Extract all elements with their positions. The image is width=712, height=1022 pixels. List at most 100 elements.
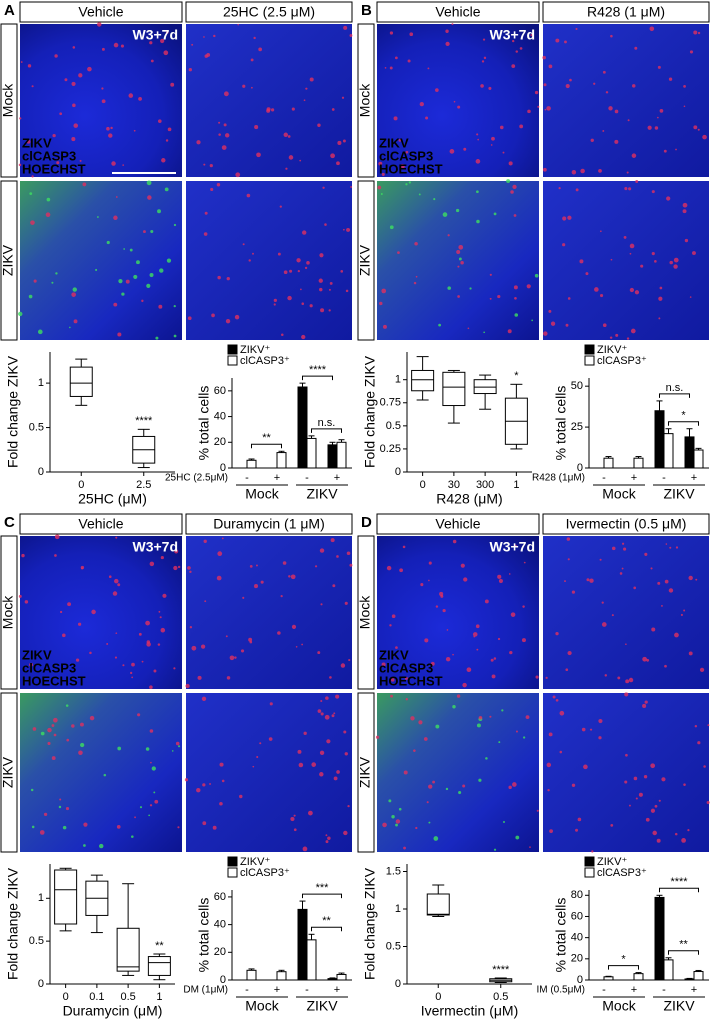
- stain-label: HOECHST: [379, 161, 443, 176]
- cell-signal: [628, 187, 632, 191]
- cell-signal: [575, 27, 578, 31]
- cell-signal: [673, 264, 678, 269]
- stain-label: clCASP3: [379, 660, 433, 675]
- bar: [693, 971, 704, 981]
- cell-signal: [602, 130, 605, 132]
- cell-signal: [344, 752, 348, 756]
- cell-signal: [154, 799, 159, 804]
- cell-signal: [567, 215, 572, 220]
- cell-signal: [283, 270, 288, 275]
- cell-signal: [113, 302, 118, 307]
- cell-signal: [221, 537, 224, 540]
- cell-signal: [160, 627, 166, 633]
- cell-signal: [279, 205, 282, 208]
- cell-signal: [347, 805, 350, 808]
- cell-signal: [611, 614, 614, 617]
- cell-signal: [585, 272, 589, 276]
- cell-signal: [153, 669, 157, 673]
- cell-signal: [575, 828, 579, 832]
- cell-signal: [510, 190, 514, 194]
- cell-signal: [329, 676, 332, 679]
- cell-signal: [320, 699, 323, 702]
- significance-bracket: [251, 443, 282, 449]
- cell-signal: [651, 627, 656, 632]
- cell-signal: [428, 784, 433, 789]
- cell-signal: [410, 716, 415, 721]
- cell-signal: [200, 644, 206, 649]
- cell-signal: [571, 170, 577, 175]
- cell-signal: [566, 537, 571, 541]
- micrograph: [186, 536, 352, 689]
- cell-signal: [384, 66, 387, 69]
- cell-signal: [689, 296, 692, 298]
- cell-signal: [204, 54, 209, 58]
- cell-signal: [689, 50, 694, 54]
- y-tick-label: 0.75: [380, 397, 401, 409]
- cell-signal: [599, 558, 602, 561]
- cell-signal: [654, 260, 657, 263]
- significance: **: [679, 939, 688, 951]
- cell-signal: [139, 806, 143, 809]
- x-tick-label: -: [602, 984, 606, 996]
- cell-signal: [428, 561, 432, 565]
- cell-signal: [403, 770, 408, 775]
- cell-signal: [78, 622, 82, 626]
- cell-signal: [242, 84, 246, 88]
- cell-signal: [666, 196, 671, 201]
- cell-signal: [707, 724, 710, 727]
- significance-bracket: [311, 926, 342, 932]
- cell-signal: [101, 87, 104, 90]
- x-tick-label: 0.1: [89, 991, 104, 1003]
- cell-signal: [598, 718, 603, 724]
- cell-signal: [543, 167, 547, 172]
- cell-signal: [304, 266, 308, 270]
- cell-signal: [19, 117, 22, 120]
- cell-signal: [445, 41, 450, 47]
- cell-signal: [580, 168, 585, 174]
- cell-signal: [191, 43, 194, 46]
- cell-signal: [407, 59, 411, 63]
- cell-signal: [703, 765, 706, 768]
- significance: n.s.: [318, 417, 336, 429]
- cell-signal: [273, 303, 276, 306]
- cell-signal: [59, 798, 62, 801]
- cell-signal: [430, 661, 435, 666]
- cell-signal: [242, 596, 245, 599]
- cell-signal: [599, 230, 602, 233]
- cell-signal: [117, 332, 122, 337]
- cell-signal: [420, 583, 424, 587]
- cell-signal: [683, 783, 686, 786]
- cell-signal: [197, 675, 202, 680]
- significance-bracket: [311, 428, 342, 433]
- cell-signal: [657, 581, 661, 585]
- cell-signal: [706, 801, 710, 805]
- cell-signal: [242, 243, 245, 246]
- cell-signal: [604, 674, 608, 677]
- cell-signal: [159, 268, 164, 273]
- row-label: Mock: [357, 595, 373, 629]
- cell-signal: [133, 129, 136, 132]
- cell-signal: [240, 649, 245, 653]
- cell-signal: [446, 629, 449, 631]
- significance-bracket: [668, 950, 699, 955]
- y-tick-label: 50: [571, 380, 583, 392]
- x-tick-label: 1: [156, 991, 162, 1003]
- column-header-box: [542, 1, 710, 23]
- cell-signal: [270, 108, 275, 112]
- cell-signal: [301, 643, 304, 646]
- cell-signal: [211, 313, 215, 318]
- cell-signal: [111, 161, 116, 166]
- cell-signal: [527, 109, 531, 114]
- stain-label: HOECHST: [22, 673, 86, 688]
- cell-signal: [209, 163, 213, 168]
- cell-signal: [537, 105, 540, 108]
- stain-label: HOECHST: [379, 673, 443, 688]
- timepoint: W3+7d: [489, 27, 535, 43]
- y-tick-label: 0: [220, 462, 226, 474]
- y-tick-label: 0.5: [386, 940, 401, 952]
- cell-signal: [515, 50, 519, 53]
- legend-swatch: [227, 355, 238, 366]
- cell-signal: [55, 272, 58, 275]
- cell-signal: [673, 257, 679, 263]
- cell-signal: [389, 66, 393, 70]
